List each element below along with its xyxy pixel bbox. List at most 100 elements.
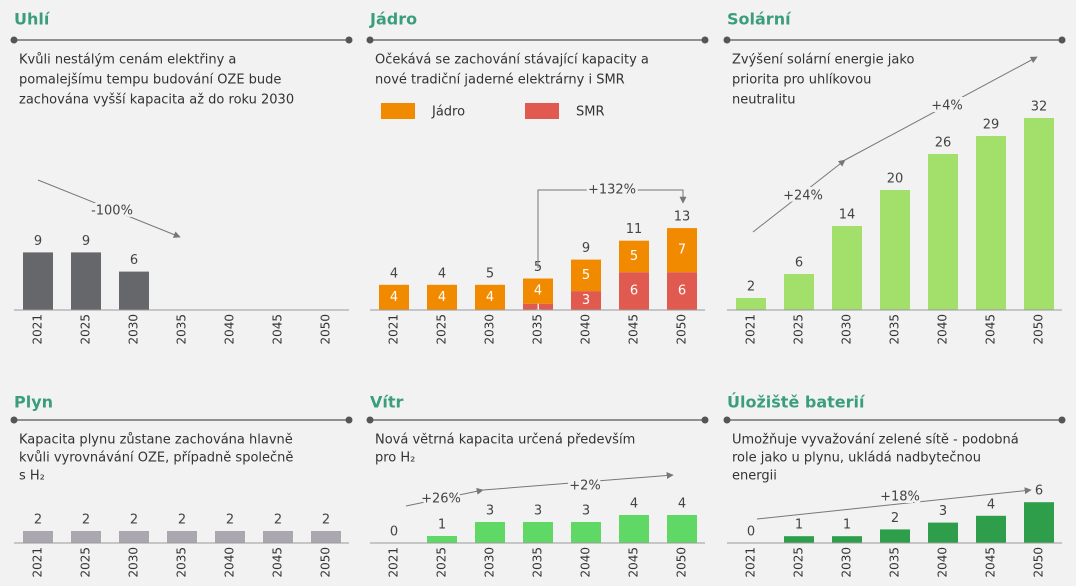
bar	[880, 529, 910, 543]
value-label: 1	[438, 518, 446, 533]
x-tick-label: 2040	[223, 314, 237, 345]
x-tick-label: 2040	[223, 547, 237, 578]
bar	[119, 531, 149, 543]
description: Umožňuje vyvažování zelené sítě - podobn…	[732, 433, 1019, 448]
value-label: 29	[983, 118, 1000, 133]
value-label: 2	[130, 513, 138, 528]
annotation-label: +24%	[783, 189, 823, 204]
bar	[736, 298, 766, 310]
x-tick-label: 2025	[79, 547, 93, 578]
segment-label: 5	[630, 249, 638, 264]
value-label: 3	[582, 504, 590, 519]
bar	[263, 531, 293, 543]
bar	[215, 531, 245, 543]
x-tick-label: 2050	[675, 314, 689, 345]
total-label: 4	[438, 266, 446, 281]
bar	[475, 522, 505, 543]
value-label: 1	[795, 518, 803, 533]
x-tick-label: 2021	[744, 547, 758, 578]
segment-label: 6	[630, 284, 638, 299]
x-tick-label: 2021	[744, 314, 758, 345]
rule-dot	[10, 36, 18, 44]
rule-dot	[701, 416, 709, 424]
value-label: 32	[1031, 100, 1048, 115]
value-label: 4	[987, 497, 995, 512]
annotation-arrow	[844, 56, 1038, 161]
annotation-label: +132%	[588, 183, 636, 198]
rule-dot	[366, 416, 374, 424]
description: kvůli vyrovnávání OZE, případně společně	[19, 451, 293, 466]
value-label: 0	[390, 525, 398, 540]
value-label: 26	[935, 136, 952, 151]
x-tick-label: 2025	[79, 314, 93, 345]
total-label: 13	[674, 210, 691, 225]
x-tick-label: 2050	[319, 547, 333, 578]
annotation-label: -100%	[91, 204, 133, 219]
value-label: 4	[630, 497, 638, 512]
bar	[571, 522, 601, 543]
bar	[1024, 118, 1054, 310]
x-tick-label: 2045	[984, 547, 998, 578]
value-label: 14	[839, 208, 856, 223]
description: nové tradiční jaderné elektrárny i SMR	[375, 73, 625, 88]
bar	[71, 531, 101, 543]
bar-segment	[667, 272, 697, 310]
x-tick-label: 2030	[127, 547, 141, 578]
annotation-arrow	[405, 487, 484, 507]
description: Nová větrná kapacita určená především	[375, 433, 635, 448]
value-label: 2	[178, 513, 186, 528]
total-label: 5	[486, 266, 494, 281]
description: neutralitu	[732, 93, 795, 108]
bar	[832, 226, 862, 310]
value-label: 4	[678, 497, 686, 512]
bar	[311, 531, 341, 543]
rule-dot	[723, 416, 731, 424]
bar	[167, 531, 197, 543]
x-tick-label: 2035	[175, 547, 189, 578]
total-label: 4	[390, 266, 398, 281]
panel-title: Uhlí	[14, 10, 51, 29]
description: pro H₂	[375, 451, 415, 466]
total-label: 9	[582, 241, 590, 256]
bar	[23, 531, 53, 543]
description: Kapacita plynu zůstane zachována hlavně	[19, 433, 293, 448]
description: Zvýšení solární energie jako	[732, 53, 914, 68]
segment-label: 1	[534, 299, 542, 314]
value-label: 6	[130, 253, 138, 268]
x-tick-label: 2025	[435, 314, 449, 345]
bar-segment	[667, 228, 697, 273]
total-label: 11	[626, 222, 643, 237]
x-tick-label: 2030	[483, 314, 497, 345]
panel-title: Solární	[727, 10, 792, 29]
x-tick-label: 2035	[531, 314, 545, 345]
description: energii	[732, 469, 777, 484]
value-label: 6	[795, 256, 803, 271]
bar	[832, 536, 862, 543]
x-tick-label: 2030	[840, 547, 854, 578]
bar	[784, 536, 814, 543]
rule-dot	[345, 36, 353, 44]
segment-label: 4	[534, 284, 542, 299]
bar-segment	[475, 284, 505, 310]
bar-segment	[523, 278, 553, 304]
x-tick-label: 2045	[271, 547, 285, 578]
annotation-label: +18%	[880, 490, 920, 505]
value-label: 2	[34, 513, 42, 528]
value-label: 2	[226, 513, 234, 528]
x-tick-label: 2050	[319, 314, 333, 345]
bar	[23, 252, 53, 310]
legend-label: Jádro	[431, 105, 465, 120]
value-label: 2	[747, 280, 755, 295]
bar	[928, 154, 958, 310]
legend-label: SMR	[576, 105, 605, 120]
bar	[928, 522, 958, 543]
panel-title: Jádro	[369, 10, 417, 29]
x-tick-label: 2035	[175, 314, 189, 345]
x-tick-label: 2040	[936, 314, 950, 345]
x-tick-label: 2050	[675, 547, 689, 578]
annotation-arrow	[752, 159, 846, 233]
rule-dot	[1058, 36, 1066, 44]
x-tick-label: 2025	[435, 547, 449, 578]
value-label: 0	[747, 525, 755, 540]
x-tick-label: 2040	[579, 547, 593, 578]
